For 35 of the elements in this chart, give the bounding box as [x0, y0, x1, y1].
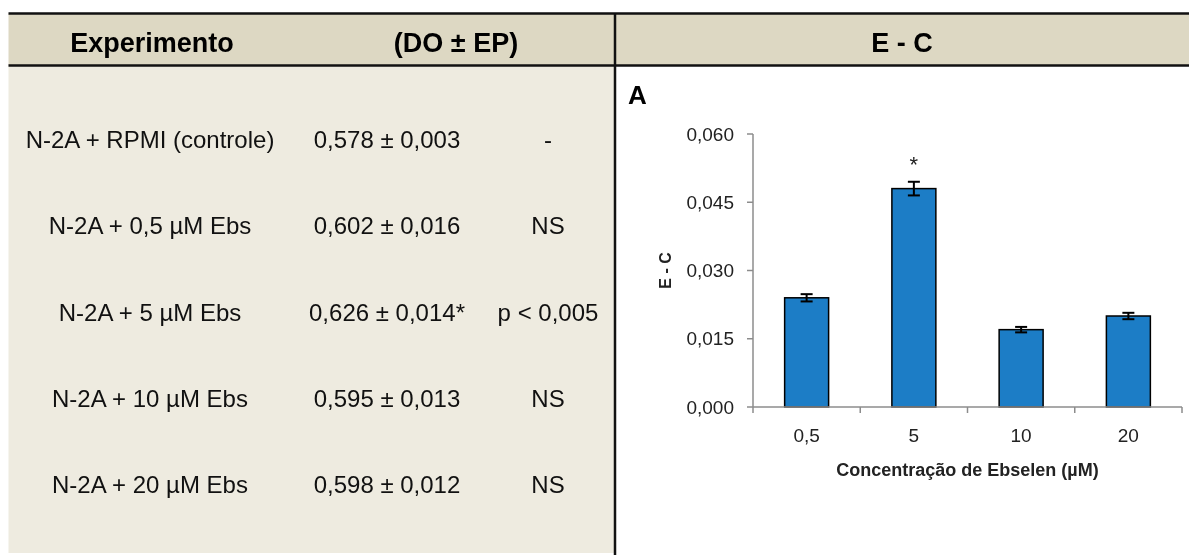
- text: N-2A + 20 µM Ebs: [52, 471, 248, 499]
- x-axis-title: Concentração de Ebselen (µM): [836, 460, 1099, 480]
- y-tick-label: 0,015: [686, 328, 734, 350]
- x-tick-label: 5: [908, 425, 920, 446]
- text: 0,598 ± 0,012: [313, 471, 461, 499]
- x-tick-label: 20: [1117, 425, 1139, 446]
- text: NS: [531, 471, 565, 499]
- text: N-2A + 5 µM Ebs: [58, 298, 242, 326]
- text: N-2A + 0,5 µM Ebs: [48, 212, 252, 240]
- bar: [783, 297, 830, 408]
- text: Experimento: [70, 28, 234, 58]
- y-tick-label: 0,045: [686, 191, 734, 213]
- x-tick-label: 0,5: [793, 425, 820, 446]
- text: (DO ± EP): [393, 28, 519, 58]
- text: N-2A + 10 µM Ebs: [52, 384, 248, 412]
- bar: [891, 187, 937, 408]
- bar: [1105, 315, 1152, 408]
- y-tick-label: 0,000: [686, 396, 734, 418]
- text: N-2A + RPMI (controle): [25, 126, 275, 153]
- text: p < 0,005: [497, 298, 599, 326]
- text: 0,602 ± 0,016: [313, 212, 461, 240]
- y-tick-label: 0,030: [686, 260, 734, 282]
- text: A: [628, 80, 647, 110]
- text: NS: [531, 384, 565, 412]
- annotation: *: [909, 151, 919, 177]
- text: 0,626 ± 0,014*: [309, 298, 465, 326]
- text: NS: [531, 212, 565, 240]
- text: 0,578 ± 0,003: [313, 126, 461, 153]
- text: -: [544, 126, 552, 153]
- text: 0,595 ± 0,013: [313, 384, 461, 412]
- y-axis-title: E - C: [657, 251, 674, 289]
- chart-title: E - C: [871, 28, 933, 58]
- x-tick-label: 10: [1010, 425, 1032, 446]
- y-tick-label: 0,060: [686, 123, 734, 145]
- bar: [998, 328, 1044, 408]
